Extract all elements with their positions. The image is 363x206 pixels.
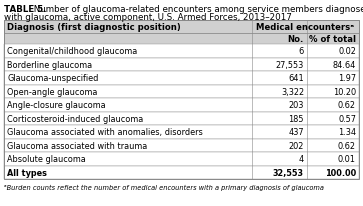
Text: TABLE 5.: TABLE 5. [4, 5, 46, 14]
Text: 10.20: 10.20 [333, 87, 356, 96]
Text: 0.57: 0.57 [338, 114, 356, 123]
Text: 84.64: 84.64 [333, 60, 356, 69]
Bar [4, 21, 359, 179]
Text: 1.97: 1.97 [338, 74, 356, 83]
Bar [4, 45, 359, 58]
Text: All types: All types [7, 168, 47, 177]
Bar [4, 166, 359, 179]
Text: No.: No. [288, 35, 304, 44]
Text: Number of glaucoma-related encounters among service members diagnosed: Number of glaucoma-related encounters am… [31, 5, 363, 14]
Text: Diagnosis (first diagnostic position): Diagnosis (first diagnostic position) [7, 23, 181, 32]
Bar [4, 139, 359, 152]
Bar [4, 72, 359, 85]
Text: 437: 437 [289, 128, 304, 137]
Text: Corticosteroid-induced glaucoma: Corticosteroid-induced glaucoma [7, 114, 143, 123]
Bar [4, 21, 359, 34]
Text: ᵃBurden counts reflect the number of medical encounters with a primary diagnosis: ᵃBurden counts reflect the number of med… [4, 184, 324, 190]
Bar [4, 34, 359, 45]
Bar [4, 112, 359, 125]
Bar [4, 58, 359, 72]
Bar [4, 152, 359, 166]
Text: 100.00: 100.00 [325, 168, 356, 177]
Text: Glaucoma-unspecified: Glaucoma-unspecified [7, 74, 98, 83]
Text: 4: 4 [299, 154, 304, 163]
Text: 0.62: 0.62 [338, 141, 356, 150]
Text: 3,322: 3,322 [281, 87, 304, 96]
Text: Absolute glaucoma: Absolute glaucoma [7, 154, 86, 163]
Text: Glaucoma associated with trauma: Glaucoma associated with trauma [7, 141, 147, 150]
Text: 32,553: 32,553 [273, 168, 304, 177]
Text: Medical encountersᵃ: Medical encountersᵃ [256, 23, 355, 32]
Text: 0.62: 0.62 [338, 101, 356, 110]
Text: Angle-closure glaucoma: Angle-closure glaucoma [7, 101, 106, 110]
Text: 1.34: 1.34 [338, 128, 356, 137]
Text: Borderline glaucoma: Borderline glaucoma [7, 60, 92, 69]
Text: 203: 203 [289, 101, 304, 110]
Text: % of total: % of total [309, 35, 356, 44]
Text: 6: 6 [299, 47, 304, 56]
Text: Congenital/childhood glaucoma: Congenital/childhood glaucoma [7, 47, 137, 56]
Text: 0.02: 0.02 [338, 47, 356, 56]
Text: with glaucoma, active component, U.S. Armed Forces, 2013–2017: with glaucoma, active component, U.S. Ar… [4, 13, 292, 22]
Text: 0.01: 0.01 [338, 154, 356, 163]
Bar [4, 98, 359, 112]
Text: 202: 202 [289, 141, 304, 150]
Text: Open-angle glaucoma: Open-angle glaucoma [7, 87, 97, 96]
Bar [4, 85, 359, 98]
Text: 185: 185 [289, 114, 304, 123]
Bar [4, 125, 359, 139]
Text: Glaucoma associated with anomalies, disorders: Glaucoma associated with anomalies, diso… [7, 128, 203, 137]
Text: 641: 641 [288, 74, 304, 83]
Text: 27,553: 27,553 [276, 60, 304, 69]
